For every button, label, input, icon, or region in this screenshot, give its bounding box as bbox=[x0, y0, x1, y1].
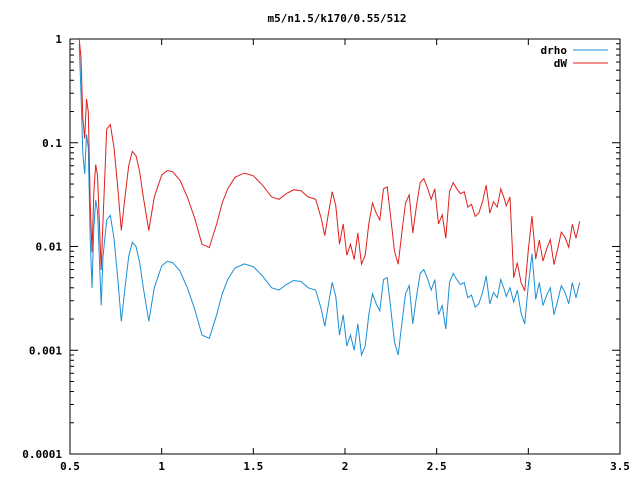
x-tick-label: 3 bbox=[525, 460, 532, 473]
x-tick-label: 0.5 bbox=[60, 460, 80, 473]
y-tick-label: 1 bbox=[55, 33, 62, 46]
x-tick-label: 1 bbox=[158, 460, 165, 473]
series-layer bbox=[78, 39, 581, 357]
x-tick-label: 2.5 bbox=[427, 460, 447, 473]
x-tick-label: 2 bbox=[342, 460, 349, 473]
legend-label-drho: drho bbox=[541, 44, 568, 57]
y-axis: 1 0.1 0.01 0.001 0.0001 bbox=[22, 33, 620, 461]
y-tick-label: 0.001 bbox=[29, 344, 62, 357]
y-tick-label: 0.01 bbox=[36, 241, 63, 254]
y-tick-label: 0.1 bbox=[42, 137, 62, 150]
x-tick-label: 3.5 bbox=[610, 460, 630, 473]
legend-label-dW: dW bbox=[554, 57, 568, 70]
y-tick-label: 0.0001 bbox=[22, 448, 62, 461]
x-axis: 0.5 1 1.5 2 2.5 3 3.5 bbox=[60, 39, 630, 473]
plot-frame bbox=[69, 38, 621, 455]
series-line-dW bbox=[78, 39, 581, 292]
series-line-drho bbox=[78, 43, 581, 357]
chart-title: m5/n1.5/k170/0.55/512 bbox=[267, 12, 406, 25]
x-tick-label: 1.5 bbox=[243, 460, 263, 473]
